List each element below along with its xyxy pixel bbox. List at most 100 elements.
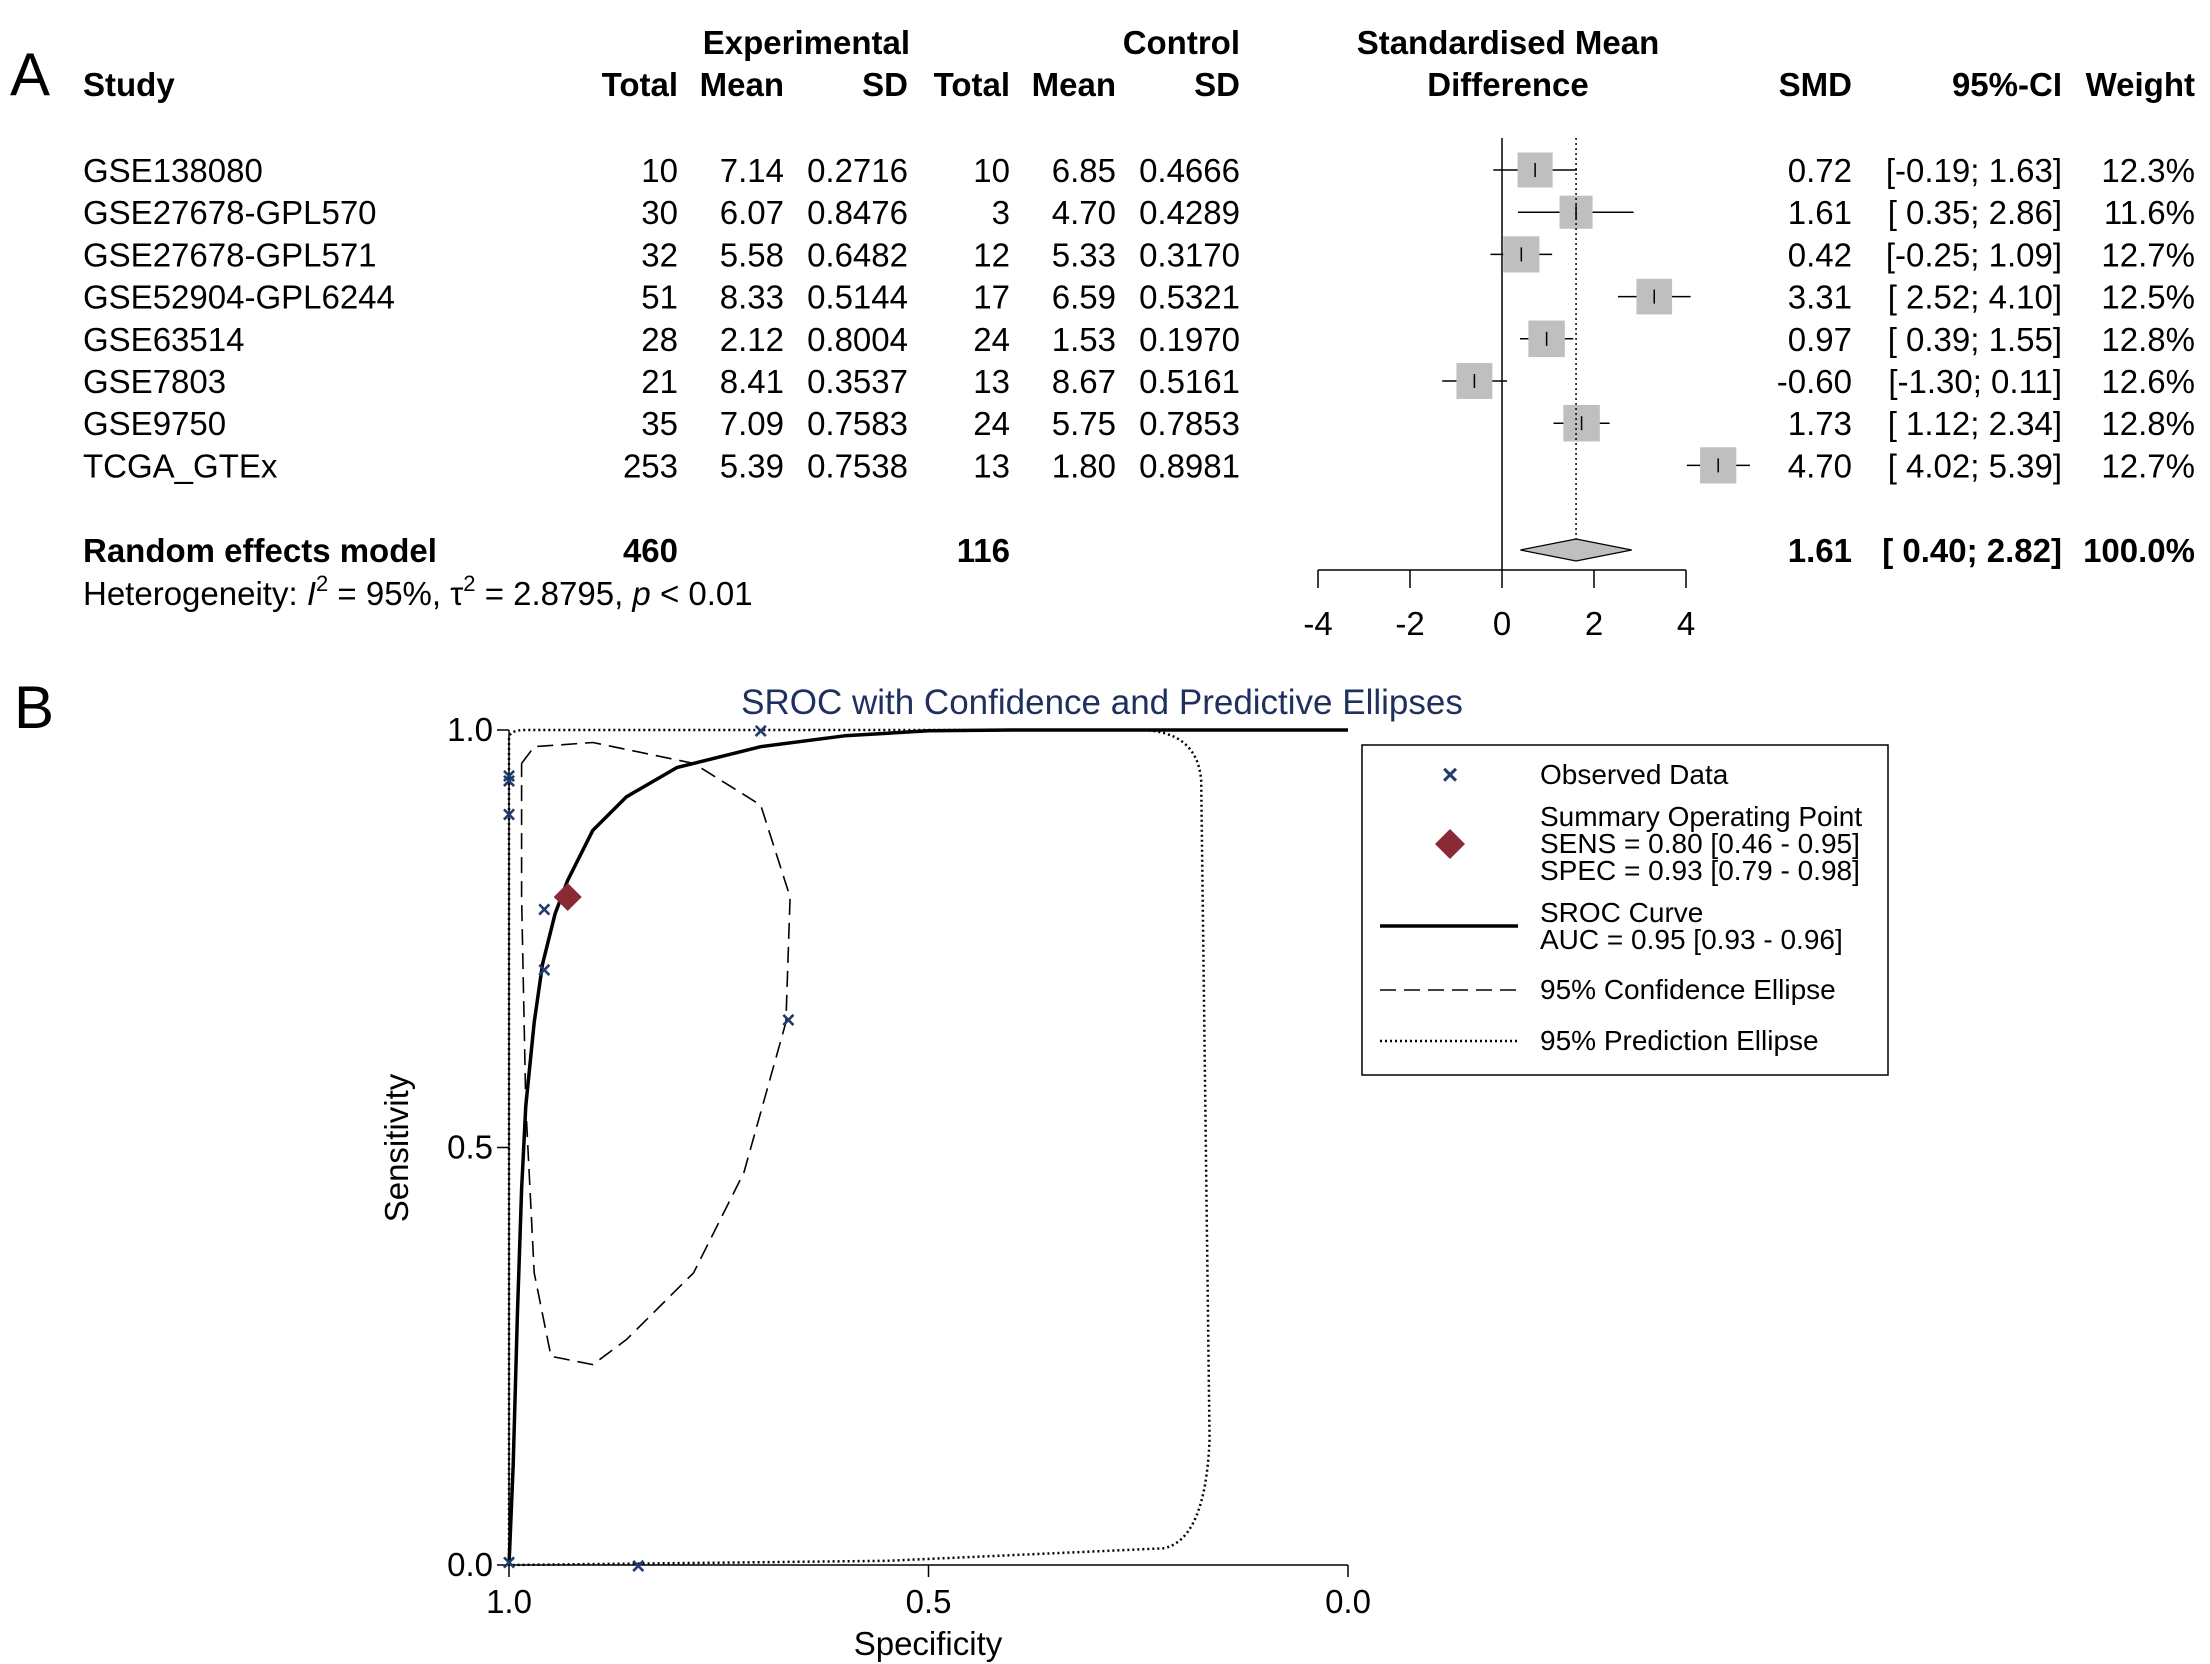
- pooled-diamond: [1520, 538, 1632, 562]
- header-e-mean: Mean: [700, 66, 784, 103]
- pooled-smd: 1.61: [1788, 532, 1852, 569]
- row-c-mean: 6.85: [1052, 152, 1116, 189]
- row-weight: 12.7%: [2101, 447, 2195, 484]
- legend-curve-auc: AUC = 0.95 [0.93 - 0.96]: [1540, 924, 1843, 955]
- row-c-total: 13: [973, 447, 1010, 484]
- row-c-mean: 5.75: [1052, 405, 1116, 442]
- observed-point: ×: [502, 768, 516, 795]
- row-e-total: 51: [641, 279, 678, 316]
- row-c-mean: 5.33: [1052, 236, 1116, 273]
- row-smd-text: 4.70: [1788, 447, 1852, 484]
- row-c-total: 3: [992, 194, 1010, 231]
- row-e-mean: 7.09: [720, 405, 784, 442]
- header-weight: Weight: [2086, 66, 2195, 103]
- forest-rows: GSE138080 10 7.14 0.2716 10 6.85 0.4666 0.72 [-0…: [83, 152, 2195, 484]
- observed-point: ×: [502, 802, 516, 829]
- forest-x-tick-label: -4: [1303, 605, 1332, 642]
- row-e-sd: 0.6482: [807, 236, 908, 273]
- row-c-sd: 0.3170: [1139, 236, 1240, 273]
- row-e-sd: 0.2716: [807, 152, 908, 189]
- row-c-total: 24: [973, 405, 1010, 442]
- row-ci-text: [ 2.52; 4.10]: [1888, 279, 2062, 316]
- pooled-row: Random effects model 460 116 1.61 [ 0.40…: [83, 532, 2195, 569]
- observed-point: ×: [631, 1553, 645, 1580]
- row-c-total: 17: [973, 279, 1010, 316]
- row-weight: 12.5%: [2101, 279, 2195, 316]
- row-ci-text: [-0.19; 1.63]: [1886, 152, 2062, 189]
- row-c-total: 13: [973, 363, 1010, 400]
- row-c-sd: 0.1970: [1139, 321, 1240, 358]
- row-c-total: 10: [973, 152, 1010, 189]
- observed-point: ×: [537, 897, 551, 924]
- header-smd: SMD: [1779, 66, 1852, 103]
- panel-b-label: B: [14, 674, 54, 741]
- row-smd-text: 1.73: [1788, 405, 1852, 442]
- observed-point: ×: [781, 1007, 795, 1034]
- sroc-x-tick-label: 0.5: [906, 1583, 952, 1620]
- legend-curve-title: SROC Curve: [1540, 897, 1703, 928]
- row-study: GSE7803: [83, 363, 226, 400]
- header-control: Control: [1123, 24, 1240, 61]
- forest-x-tick-label: 4: [1677, 605, 1695, 642]
- legend-box: [1361, 744, 1889, 1076]
- row-e-sd: 0.7583: [807, 405, 908, 442]
- row-e-total: 21: [641, 363, 678, 400]
- row-c-sd: 0.5321: [1139, 279, 1240, 316]
- row-ci-text: [-1.30; 0.11]: [1888, 363, 2062, 400]
- legend-observed-label: Observed Data: [1540, 759, 1729, 790]
- row-study: GSE9750: [83, 405, 226, 442]
- row-e-total: 10: [641, 152, 678, 189]
- forest-x-tick-label: 0: [1493, 605, 1511, 642]
- row-e-mean: 5.39: [720, 447, 784, 484]
- sroc-curve: [507, 728, 1348, 1566]
- header-c-total: Total: [934, 66, 1010, 103]
- forest-plot-area: -4 -2 0 2 4: [1303, 138, 1750, 642]
- row-e-sd: 0.7538: [807, 447, 908, 484]
- header-smd-title-1: Standardised Mean: [1357, 24, 1660, 61]
- row-e-sd: 0.8004: [807, 321, 908, 358]
- row-e-total: 35: [641, 405, 678, 442]
- prediction-ellipse: [507, 728, 1211, 1567]
- row-e-mean: 5.58: [720, 236, 784, 273]
- legend-summary-marker: [1435, 829, 1465, 859]
- observed-point: ×: [502, 1550, 516, 1577]
- sroc-x-tick-label: 0.0: [1325, 1583, 1371, 1620]
- row-c-mean: 1.80: [1052, 447, 1116, 484]
- legend-observed-marker: ×: [1442, 759, 1458, 790]
- row-c-total: 12: [973, 236, 1010, 273]
- row-study: GSE27678-GPL571: [83, 236, 377, 273]
- row-weight: 12.8%: [2101, 405, 2195, 442]
- row-e-sd: 0.8476: [807, 194, 908, 231]
- sroc-x-axis-label: Specificity: [854, 1625, 1003, 1662]
- row-smd-text: 3.31: [1788, 279, 1852, 316]
- row-e-mean: 7.14: [720, 152, 784, 189]
- confidence-ellipse: [520, 741, 791, 1366]
- row-e-mean: 2.12: [720, 321, 784, 358]
- row-weight: 12.8%: [2101, 321, 2195, 358]
- legend-confidence-label: 95% Confidence Ellipse: [1540, 974, 1836, 1005]
- header-e-sd: SD: [862, 66, 908, 103]
- row-smd-text: -0.60: [1777, 363, 1852, 400]
- row-study: GSE27678-GPL570: [83, 194, 377, 231]
- sroc-plot-area: 1.0 0.5 0.00.00.51.0×××××××××: [447, 711, 1371, 1620]
- sroc-y-axis-label: Sensitivity: [378, 1073, 415, 1222]
- legend-prediction-label: 95% Prediction Ellipse: [1540, 1025, 1819, 1056]
- pooled-weight: 100.0%: [2083, 532, 2195, 569]
- row-c-mean: 4.70: [1052, 194, 1116, 231]
- summary-operating-point: [553, 883, 582, 911]
- pooled-c-total: 116: [957, 532, 1010, 569]
- row-c-mean: 6.59: [1052, 279, 1116, 316]
- row-c-total: 24: [973, 321, 1010, 358]
- sroc-x-tick-label: 1.0: [486, 1583, 532, 1620]
- sroc-y-tick-label: 0.0: [447, 1546, 493, 1583]
- row-c-sd: 0.4666: [1139, 152, 1240, 189]
- header-c-sd: SD: [1194, 66, 1240, 103]
- row-smd-text: 0.42: [1788, 236, 1852, 273]
- row-e-sd: 0.5144: [807, 279, 908, 316]
- row-study: GSE52904-GPL6244: [83, 279, 395, 316]
- row-smd-text: 1.61: [1788, 194, 1852, 231]
- panel-a-label: A: [10, 41, 50, 108]
- header-ci: 95%-CI: [1952, 66, 2062, 103]
- header-experimental: Experimental: [703, 24, 910, 61]
- sroc-legend: × Observed Data Summary Operating Point …: [1361, 744, 1889, 1076]
